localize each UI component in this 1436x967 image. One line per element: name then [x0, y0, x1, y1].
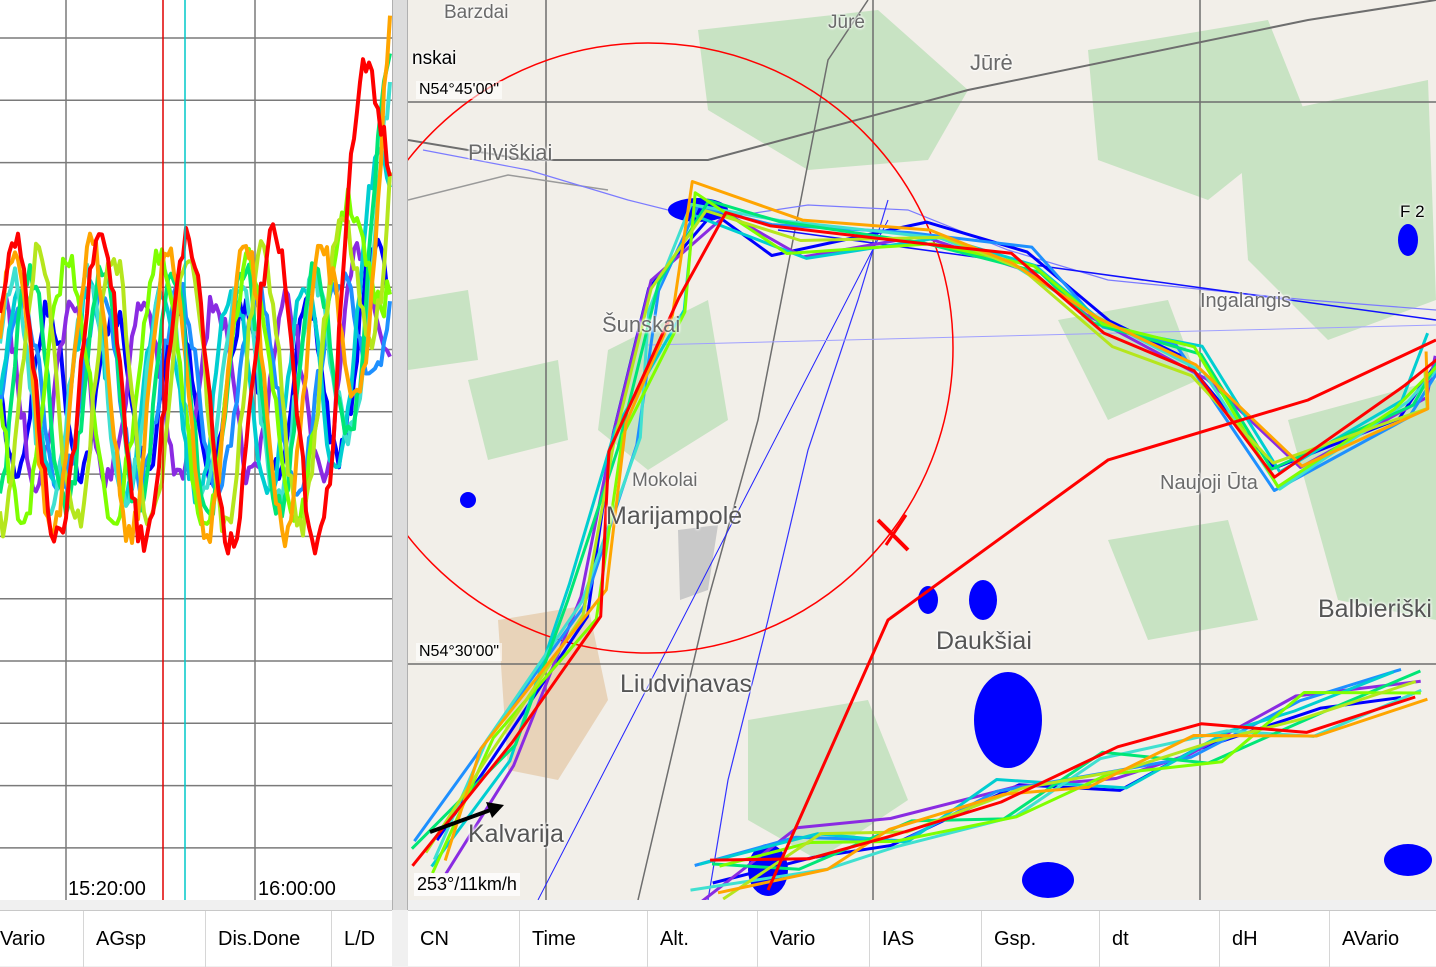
glider-icon — [878, 515, 908, 550]
column-header-cn[interactable]: CN — [408, 911, 520, 967]
right-table-header: CN Time Alt. Vario IAS Gsp. dt dH AVario — [408, 910, 1436, 966]
latitude-label-top: N54°45'00" — [416, 81, 502, 99]
place-label-balbieriskis: Balbieriški — [1318, 595, 1432, 624]
place-label-marijampole: Marijampolė — [606, 502, 742, 531]
place-label-ingalangis: Ingalangis — [1200, 290, 1291, 313]
place-label-dauksiai: Daukšiai — [936, 627, 1032, 656]
column-header-ias[interactable]: IAS — [870, 911, 982, 967]
place-label-sunskai: Šunskai — [602, 312, 680, 338]
column-header-avario[interactable]: AVario — [1330, 911, 1436, 967]
forest-area — [408, 290, 478, 370]
airspace-border — [648, 325, 1436, 345]
lake — [974, 672, 1042, 768]
place-label-nskai: nskai — [412, 48, 456, 70]
column-header-vario-right[interactable]: Vario — [758, 911, 870, 967]
time-axis-label-2: 16:00:00 — [258, 878, 336, 900]
pane-splitter[interactable] — [392, 0, 408, 910]
place-label-kalvarija: Kalvarija — [468, 820, 564, 849]
latitude-label-bottom: N54°30'00" — [416, 643, 502, 661]
place-label-jure-village: Jūrė — [828, 12, 865, 34]
column-header-dh[interactable]: dH — [1220, 911, 1330, 967]
column-header-ld[interactable]: L/D — [332, 911, 392, 967]
column-header-dis-done[interactable]: Dis.Done — [206, 911, 332, 967]
column-header-agsp[interactable]: AGsp — [84, 911, 206, 967]
forest-area — [468, 360, 568, 460]
column-header-dt[interactable]: dt — [1100, 911, 1220, 967]
place-label-jure: Jūrė — [970, 50, 1013, 76]
lake — [460, 492, 476, 508]
place-label-pilviskiai: Pilviškiai — [468, 140, 552, 166]
left-table-header: Vario AGsp Dis.Done L/D — [0, 910, 392, 966]
vario-graph[interactable] — [0, 0, 392, 900]
forest-area — [698, 10, 968, 170]
place-label-naujoji-uta: Naujoji Ūta — [1160, 472, 1258, 495]
wind-readout: 253°/11km/h — [414, 873, 520, 896]
column-header-vario[interactable]: Vario — [0, 911, 84, 967]
graph-footer — [0, 900, 392, 910]
column-header-alt[interactable]: Alt. — [648, 911, 758, 967]
forest-area — [1108, 520, 1258, 640]
place-label-liudvinavas: Liudvinavas — [620, 670, 752, 699]
column-header-gsp[interactable]: Gsp. — [982, 911, 1100, 967]
time-axis-label-1: 15:20:00 — [68, 878, 146, 900]
road — [408, 175, 608, 200]
map-footer — [408, 900, 1436, 910]
column-header-time[interactable]: Time — [520, 911, 648, 967]
lake — [969, 580, 997, 620]
place-label-mokolai: Mokolai — [632, 470, 697, 492]
lake — [1384, 844, 1432, 876]
turnpoint-label-f2: F 2 — [1400, 202, 1425, 222]
vario-graph-panel[interactable]: 15:20:00 16:00:00 — [0, 0, 392, 900]
place-label-barzdai: Barzdai — [444, 2, 508, 24]
lake — [1022, 862, 1074, 898]
lake — [1398, 224, 1418, 256]
map-view[interactable]: Barzdai Jūrė Jūrė nskai Pilviškiai Šunsk… — [408, 0, 1436, 900]
map-canvas[interactable] — [408, 0, 1436, 900]
